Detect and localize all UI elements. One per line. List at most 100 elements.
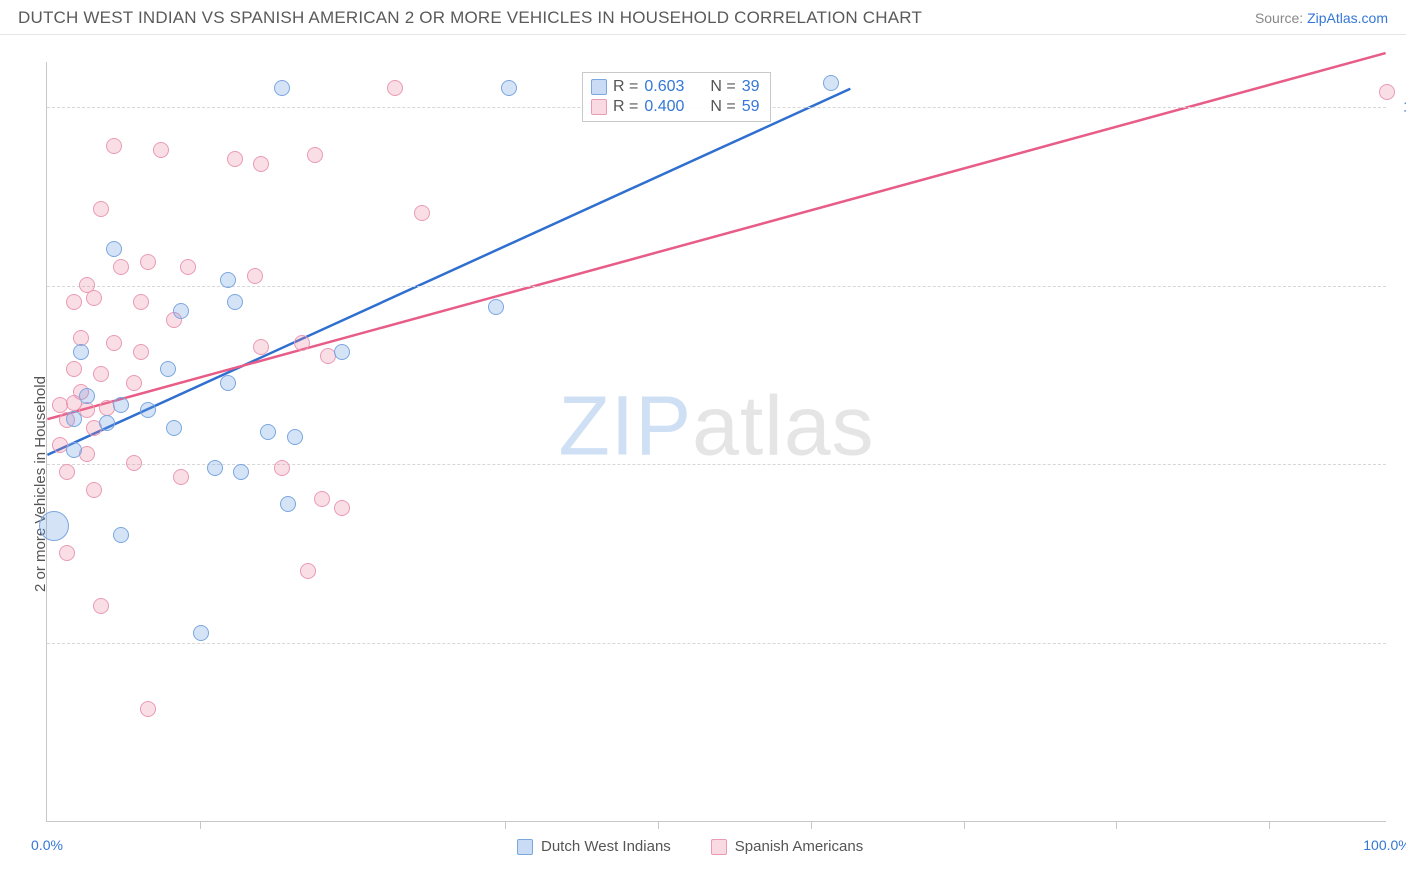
xtick-label: 0.0% [31,837,63,853]
scatter-point-blue [113,397,129,413]
xtick [1269,821,1270,829]
scatter-point-pink [180,259,196,275]
scatter-point-blue [823,75,839,91]
scatter-point-blue [220,272,236,288]
scatter-point-pink [307,147,323,163]
xtick [658,821,659,829]
xtick [964,821,965,829]
scatter-point-blue [334,344,350,360]
scatter-point-blue [73,344,89,360]
scatter-point-blue [39,511,69,541]
n-value-blue: 39 [742,78,760,96]
r-value-blue: 0.603 [644,78,684,96]
scatter-point-pink [314,491,330,507]
title-bar: DUTCH WEST INDIAN VS SPANISH AMERICAN 2 … [0,0,1406,35]
scatter-point-pink [113,259,129,275]
r-value-pink: 0.400 [644,98,684,116]
scatter-point-blue [106,241,122,257]
scatter-point-blue [233,464,249,480]
scatter-point-pink [253,339,269,355]
xtick [505,821,506,829]
legend-label-pink: Spanish Americans [735,838,863,855]
swatch-blue [517,839,533,855]
scatter-point-blue [79,388,95,404]
scatter-point-blue [140,402,156,418]
trend-lines [47,62,1386,821]
legend-item-pink[interactable]: Spanish Americans [711,838,863,855]
scatter-point-blue [173,303,189,319]
scatter-point-blue [227,294,243,310]
scatter-point-pink [93,366,109,382]
xtick [200,821,201,829]
scatter-point-pink [106,138,122,154]
plot-area: ZIPatlas R = 0.603 N = 39 R = 0.400 N = … [46,62,1386,822]
scatter-point-pink [173,469,189,485]
legend-item-blue[interactable]: Dutch West Indians [517,838,671,855]
legend-label-blue: Dutch West Indians [541,838,671,855]
swatch-blue [591,79,607,95]
scatter-point-pink [126,455,142,471]
scatter-point-pink [133,344,149,360]
n-label: N = [710,78,735,96]
scatter-point-pink [106,335,122,351]
scatter-point-blue [274,80,290,96]
scatter-point-pink [247,268,263,284]
scatter-point-pink [59,545,75,561]
swatch-pink [711,839,727,855]
scatter-point-blue [501,80,517,96]
scatter-point-pink [66,361,82,377]
scatter-point-pink [93,598,109,614]
scatter-point-pink [1379,84,1395,100]
swatch-pink [591,99,607,115]
ytick-label: 100.0% [1394,98,1406,115]
scatter-point-blue [113,527,129,543]
scatter-point-pink [93,201,109,217]
source-link[interactable]: ZipAtlas.com [1307,10,1388,26]
ytick-label: 80.0% [1394,277,1406,294]
scatter-point-blue [66,442,82,458]
correlation-scatter-chart: 2 or more Vehicles in Household ZIPatlas… [46,52,1386,842]
source: Source: ZipAtlas.com [1255,10,1388,26]
scatter-point-blue [166,420,182,436]
scatter-point-pink [140,254,156,270]
scatter-point-pink [227,151,243,167]
n-value-pink: 59 [742,98,760,116]
scatter-point-blue [207,460,223,476]
scatter-point-pink [86,482,102,498]
scatter-point-blue [193,625,209,641]
chart-title: DUTCH WEST INDIAN VS SPANISH AMERICAN 2 … [18,8,922,28]
scatter-point-blue [66,411,82,427]
r-label: R = [613,78,638,96]
xtick [1116,821,1117,829]
scatter-point-blue [99,415,115,431]
scatter-point-blue [260,424,276,440]
xtick-label: 100.0% [1363,837,1406,853]
scatter-point-pink [294,335,310,351]
trendline-blue [47,89,850,455]
gridline [47,643,1386,644]
ytick-label: 60.0% [1394,456,1406,473]
source-label: Source: [1255,10,1307,26]
scatter-point-blue [280,496,296,512]
scatter-point-pink [300,563,316,579]
scatter-point-pink [153,142,169,158]
gridline [47,464,1386,465]
scatter-point-blue [160,361,176,377]
series-legend: Dutch West Indians Spanish Americans [517,838,863,855]
scatter-point-pink [133,294,149,310]
scatter-point-pink [59,464,75,480]
correlation-stats-box: R = 0.603 N = 39 R = 0.400 N = 59 [582,72,771,122]
scatter-point-pink [414,205,430,221]
scatter-point-blue [488,299,504,315]
scatter-point-pink [253,156,269,172]
scatter-point-blue [287,429,303,445]
scatter-point-pink [79,277,95,293]
scatter-point-pink [387,80,403,96]
scatter-point-pink [126,375,142,391]
n-label: N = [710,98,735,116]
ytick-label: 40.0% [1394,635,1406,652]
stats-row-blue: R = 0.603 N = 39 [591,77,760,97]
gridline [47,286,1386,287]
scatter-point-pink [140,701,156,717]
scatter-point-pink [66,294,82,310]
